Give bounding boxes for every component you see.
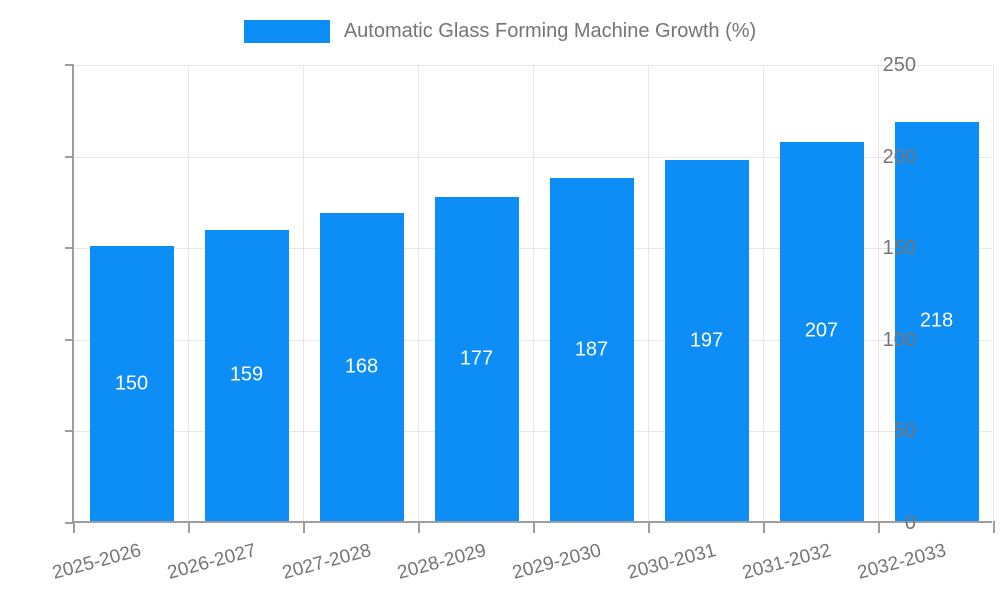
- x-axis-tick: [878, 521, 880, 533]
- x-axis-tick: [763, 521, 765, 533]
- y-axis-tick: [65, 522, 74, 524]
- vertical-gridline: [303, 65, 304, 521]
- bar-value-label: 197: [689, 329, 724, 352]
- y-axis-tick: [65, 155, 74, 158]
- y-axis-tick-label: 200: [882, 145, 916, 168]
- x-axis-category-label: 2032-2033: [854, 540, 948, 584]
- x-axis-tick: [648, 521, 650, 533]
- y-axis-tick: [65, 64, 74, 66]
- bar[interactable]: 177: [434, 196, 519, 521]
- bar-value-label: 159: [229, 363, 264, 386]
- bar-value-label: 207: [804, 319, 839, 342]
- bar[interactable]: 218: [894, 121, 979, 521]
- bar-value-label: 168: [344, 355, 379, 378]
- legend[interactable]: Automatic Glass Forming Machine Growth (…: [0, 20, 1000, 43]
- x-axis-category-label: 2031-2032: [739, 540, 833, 584]
- vertical-gridline: [533, 65, 534, 521]
- legend-swatch: [243, 20, 330, 43]
- bar[interactable]: 150: [89, 246, 174, 521]
- y-axis-tick-label: 250: [882, 54, 916, 76]
- bar-value-label: 218: [919, 309, 954, 332]
- x-axis-category-label: 2027-2028: [279, 540, 373, 584]
- vertical-gridline: [763, 65, 764, 521]
- x-axis-category-label: 2028-2029: [394, 540, 488, 584]
- vertical-gridline: [648, 65, 649, 521]
- bar[interactable]: 159: [204, 229, 289, 521]
- bar[interactable]: 187: [549, 178, 634, 521]
- x-axis-tick: [188, 521, 190, 533]
- bar-value-label: 187: [574, 338, 609, 361]
- x-axis-tick: [303, 521, 305, 533]
- x-axis-tick: [533, 521, 535, 533]
- y-axis-tick-label: 0: [904, 512, 916, 534]
- x-axis-category-label: 2025-2026: [49, 540, 143, 584]
- x-axis-tick: [418, 521, 420, 533]
- y-axis-tick-label: 100: [882, 328, 916, 351]
- x-axis-category-label: 2029-2030: [509, 540, 603, 584]
- x-axis-tick: [73, 521, 75, 533]
- y-axis-tick-label: 50: [893, 420, 916, 443]
- y-axis-tick: [65, 430, 74, 433]
- bar[interactable]: 207: [779, 141, 864, 521]
- x-axis-category-label: 2030-2031: [624, 540, 718, 584]
- bar-value-label: 177: [459, 347, 494, 370]
- plot-area: 150 159 168 177 187 197 207 218: [65, 64, 995, 533]
- bar[interactable]: 197: [664, 160, 749, 521]
- vertical-gridline: [188, 65, 189, 521]
- y-axis-tick-label: 150: [882, 237, 916, 260]
- bar-value-label: 150: [114, 372, 149, 395]
- y-axis-tick: [65, 338, 74, 341]
- vertical-gridline: [993, 65, 994, 521]
- vertical-gridline: [878, 65, 879, 521]
- y-axis-tick: [65, 247, 74, 250]
- vertical-gridline: [418, 65, 419, 521]
- x-axis-category-label: 2026-2027: [164, 540, 258, 584]
- bar[interactable]: 168: [319, 213, 404, 521]
- legend-label: Automatic Glass Forming Machine Growth (…: [343, 20, 757, 42]
- x-axis-tick: [993, 521, 995, 533]
